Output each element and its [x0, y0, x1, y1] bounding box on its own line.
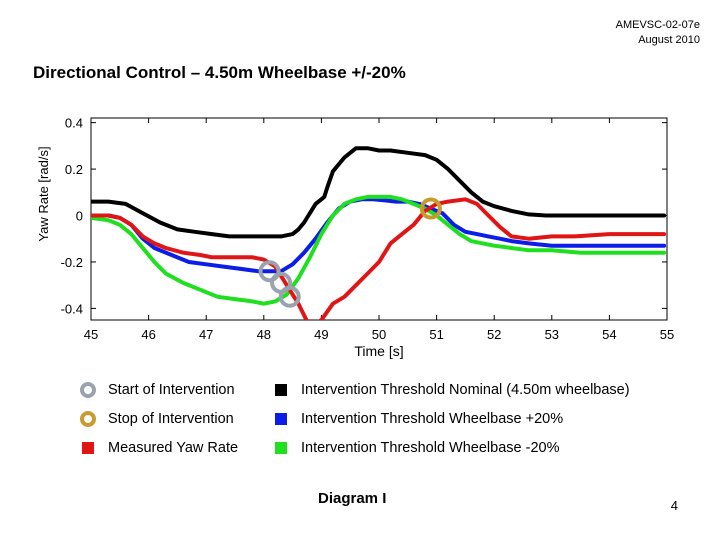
- y-tick-label: -0.2: [61, 255, 83, 270]
- x-tick-label: 49: [314, 327, 328, 342]
- legend-item-start-of-intervention: Start of Intervention: [80, 382, 235, 398]
- legend-label: Intervention Threshold Wheelbase -20%: [301, 440, 560, 456]
- legend-label: Intervention Threshold Nominal (4.50m wh…: [301, 382, 630, 398]
- series-line-black: [91, 146, 667, 239]
- y-tick-label: 0.4: [65, 116, 83, 131]
- start-of-intervention-marker: [258, 260, 281, 283]
- slide-title: Directional Control – 4.50m Wheelbase +/…: [33, 63, 406, 82]
- legend-item-threshold-plus-20: Intervention Threshold Wheelbase +20%: [275, 411, 563, 427]
- legend-label: Start of Intervention: [108, 382, 235, 398]
- x-tick-label: 53: [545, 327, 559, 342]
- legend-item-threshold-minus-20: Intervention Threshold Wheelbase -20%: [275, 440, 559, 456]
- x-tick-label: 51: [429, 327, 443, 342]
- x-tick-label: 55: [660, 327, 674, 342]
- legend-label: Intervention Threshold Wheelbase +20%: [301, 411, 564, 427]
- document-header: AMEVSC-02-07e August 2010: [616, 18, 700, 48]
- page-number: 4: [670, 498, 678, 513]
- y-tick-label: 0.2: [65, 162, 83, 177]
- diagram-label: Diagram I: [318, 490, 387, 507]
- black-square-icon: [275, 384, 287, 396]
- y-tick-label: 0: [76, 209, 83, 224]
- stop-of-intervention-marker: [419, 197, 442, 220]
- x-tick-label: 50: [372, 327, 386, 342]
- x-tick-label: 46: [141, 327, 155, 342]
- document-date: August 2010: [638, 34, 700, 46]
- legend-item-stop-of-intervention: Stop of Intervention: [80, 411, 234, 427]
- legend-item-measured-yaw-rate: Measured Yaw Rate: [82, 440, 238, 456]
- legend-label: Stop of Intervention: [108, 411, 234, 427]
- x-tick-label: 54: [602, 327, 616, 342]
- start-of-intervention-marker: [278, 285, 301, 308]
- x-axis-label: Time [s]: [354, 343, 403, 359]
- gold-ring-icon: [80, 411, 96, 427]
- legend-label: Measured Yaw Rate: [108, 440, 239, 456]
- blue-square-icon: [275, 413, 287, 425]
- x-tick-label: 52: [487, 327, 501, 342]
- document-code: AMEVSC-02-07e: [615, 19, 700, 31]
- gray-ring-icon: [80, 382, 96, 398]
- x-tick-label: 47: [199, 327, 213, 342]
- x-tick-label: 48: [257, 327, 271, 342]
- y-tick-label: -0.4: [61, 301, 83, 316]
- series-line-green: [91, 194, 667, 306]
- legend-item-threshold-nominal: Intervention Threshold Nominal (4.50m wh…: [275, 382, 630, 398]
- plot-area: [90, 117, 668, 321]
- series-line-red: [91, 197, 667, 320]
- green-square-icon: [275, 442, 287, 454]
- y-axis-label: Yaw Rate [rad/s]: [36, 146, 51, 241]
- x-tick-label: 45: [84, 327, 98, 342]
- red-square-icon: [82, 442, 94, 454]
